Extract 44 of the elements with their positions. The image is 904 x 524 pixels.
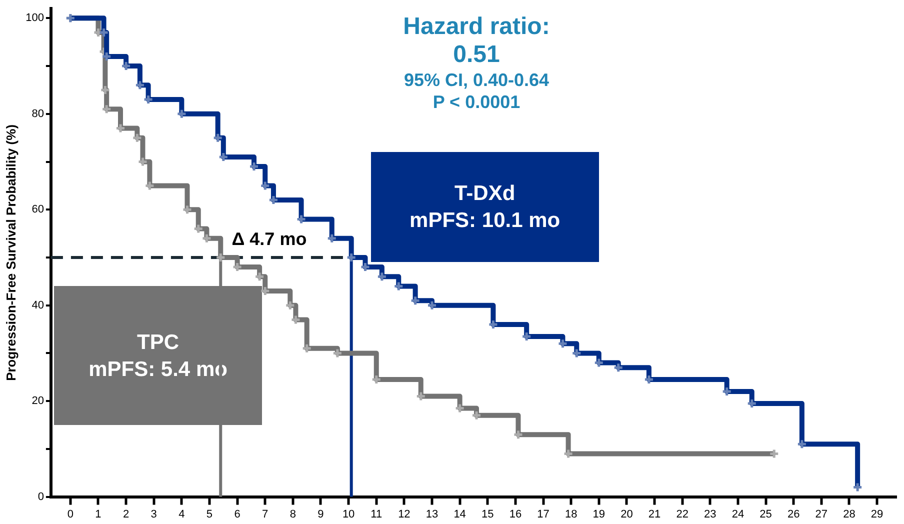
y-tick-label: 40 [32, 299, 44, 312]
x-tick-label: 17 [537, 508, 550, 520]
y-tick-label: 20 [32, 395, 44, 408]
x-tick-label: 23 [704, 508, 716, 520]
x-tick-label: 15 [482, 508, 494, 520]
annotation: P < 0.0001 [432, 91, 522, 114]
x-tick-label: 25 [760, 508, 772, 520]
y-tick-label: 0 [38, 490, 44, 503]
x-tick-label: 2 [122, 508, 130, 520]
x-tick-label: 9 [318, 508, 324, 520]
x-tick-label: 26 [787, 508, 800, 520]
x-tick-label: 16 [509, 508, 522, 520]
annotation: 95% CI, 0.40-0.64 [402, 69, 550, 92]
x-tick-label: 8 [290, 508, 296, 520]
y-tick-label: 100 [26, 12, 44, 24]
x-tick-label: 14 [454, 508, 466, 520]
annotation: Hazard ratio: 0.51 [402, 13, 551, 70]
y-tick-label: 80 [32, 108, 44, 120]
x-tick-label: 12 [398, 508, 410, 520]
x-tick-label: 27 [815, 508, 828, 520]
x-tick-label: 0 [67, 508, 74, 520]
y-tick-label: 60 [32, 204, 44, 216]
x-tick-label: 24 [732, 508, 744, 520]
text: T-DXd [450, 180, 520, 208]
x-tick-label: 1 [95, 508, 102, 520]
annotation: Δ 4.7 mo [232, 228, 307, 250]
x-tick-label: 7 [262, 508, 268, 520]
x-tick-label: 3 [150, 508, 157, 520]
x-tick-label: 6 [234, 508, 240, 520]
x-tick-label: 29 [870, 508, 884, 520]
x-tick-label: 19 [592, 508, 606, 520]
x-tick-label: 4 [178, 508, 185, 520]
x-tick-label: 13 [426, 508, 438, 520]
x-tick-label: 11 [370, 508, 382, 520]
x-tick-label: 21 [648, 508, 661, 520]
x-tick-label: 22 [676, 508, 688, 520]
x-tick-label: 10 [342, 508, 355, 520]
y-axis-title: Progression-Free Survival Probability (%) [3, 124, 18, 381]
annotation: mPFS: 10.1 mo [408, 208, 562, 234]
x-tick-label: 28 [843, 508, 856, 520]
x-tick-label: 5 [206, 508, 213, 520]
x-tick-label: 18 [564, 508, 578, 520]
label-box: T-DXd mPFS: 10.1 mo [370, 152, 599, 262]
x-tick-label: 20 [620, 508, 633, 520]
